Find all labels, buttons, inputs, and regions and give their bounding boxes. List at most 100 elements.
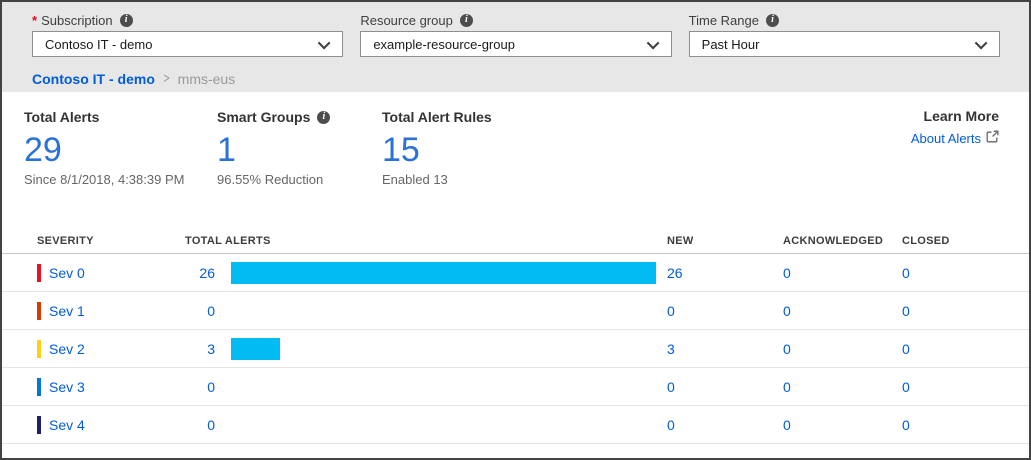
new-value[interactable]: 0 [667, 416, 675, 433]
severity-cell: Sev 3 [37, 377, 185, 396]
column-header-acknowledged: ACKNOWLEDGED [783, 235, 884, 247]
stats-row: Total Alerts 29 Since 8/1/2018, 4:38:39 … [2, 92, 1029, 187]
total-alerts-bar [231, 337, 280, 360]
acknowledged-value[interactable]: 0 [783, 378, 791, 395]
total-alerts-bar-cell [231, 292, 667, 329]
new-value[interactable]: 0 [667, 378, 675, 395]
total-alerts-bar-cell [231, 330, 667, 367]
severity-label[interactable]: Sev 2 [49, 340, 85, 357]
acknowledged-value[interactable]: 0 [783, 340, 791, 357]
severity-table-header: SEVERITY TOTAL ALERTS NEW ACKNOWLEDGED C… [2, 229, 1029, 253]
stat-total-alerts: Total Alerts 29 Since 8/1/2018, 4:38:39 … [24, 108, 217, 187]
severity-label[interactable]: Sev 1 [49, 302, 85, 319]
closed-value[interactable]: 0 [902, 416, 910, 433]
severity-color-chip [37, 339, 41, 358]
total-alerts-value[interactable]: 0 [207, 416, 215, 433]
breadcrumb-current: mms-eus [177, 70, 236, 87]
column-header-closed: CLOSED [902, 235, 950, 247]
external-link-icon [986, 130, 999, 146]
resource-group-label: Resource group [360, 12, 453, 28]
breadcrumb-subscription-link[interactable]: Contoso IT - demo [32, 70, 155, 87]
subscription-label: Subscription [41, 12, 113, 28]
stat-smart-groups: Smart Groups i 1 96.55% Reduction [217, 108, 382, 187]
stat-total-alert-rules: Total Alert Rules 15 Enabled 13 [382, 108, 582, 187]
severity-color-chip [37, 415, 41, 434]
total-alerts-value[interactable]: 0 [207, 378, 215, 395]
stat-title: Total Alerts [24, 108, 217, 126]
acknowledged-value[interactable]: 0 [783, 264, 791, 281]
time-range-dropdown[interactable]: Past Hour [688, 31, 1000, 57]
acknowledged-value[interactable]: 0 [783, 302, 791, 319]
time-range-label-row: Time Range i [689, 11, 1000, 29]
learn-more-section: Learn More About Alerts [911, 108, 999, 187]
time-range-value: Past Hour [701, 36, 760, 52]
table-row: Sev 4 0 0 0 0 [2, 406, 1029, 444]
required-asterisk: * [32, 12, 38, 28]
severity-color-chip [37, 377, 41, 396]
table-row: Sev 1 0 0 0 0 [2, 292, 1029, 330]
stat-title-text: Smart Groups [217, 109, 311, 125]
filter-bar: * Subscription i Contoso IT - demo Resou… [2, 2, 1029, 92]
closed-value[interactable]: 0 [902, 378, 910, 395]
smart-groups-count[interactable]: 1 [217, 131, 236, 169]
resource-group-value: example-resource-group [373, 36, 515, 52]
stat-title: Total Alert Rules [382, 108, 582, 126]
closed-value[interactable]: 0 [902, 340, 910, 357]
table-header-divider [2, 253, 1029, 254]
info-icon[interactable]: i [317, 110, 331, 124]
closed-value[interactable]: 0 [902, 264, 910, 281]
total-alerts-bar [231, 261, 656, 284]
new-value[interactable]: 3 [667, 340, 675, 357]
total-alerts-count[interactable]: 29 [24, 131, 62, 169]
new-value[interactable]: 26 [667, 264, 683, 281]
severity-label[interactable]: Sev 4 [49, 416, 85, 433]
closed-value[interactable]: 0 [902, 302, 910, 319]
column-header-total-alerts: TOTAL ALERTS [185, 235, 271, 247]
new-value[interactable]: 0 [667, 302, 675, 319]
severity-cell: Sev 2 [37, 339, 185, 358]
acknowledged-value[interactable]: 0 [783, 416, 791, 433]
severity-cell: Sev 0 [37, 263, 185, 282]
total-alerts-value[interactable]: 0 [207, 302, 215, 319]
stat-title-text: Total Alert Rules [382, 109, 492, 125]
info-icon[interactable]: i [765, 13, 779, 27]
table-row: Sev 0 26 26 0 0 [2, 254, 1029, 292]
dashboard-content: Total Alerts 29 Since 8/1/2018, 4:38:39 … [2, 92, 1029, 444]
severity-color-chip [37, 301, 41, 320]
stat-subtext: 96.55% Reduction [217, 172, 324, 187]
table-row: Sev 3 0 0 0 0 [2, 368, 1029, 406]
info-icon[interactable]: i [119, 13, 133, 27]
alerts-table-rows: Sev 0 26 26 0 0 Sev 1 0 0 0 0 Sev 2 3 3 … [2, 254, 1029, 444]
stat-subtext: Since 8/1/2018, 4:38:39 PM [24, 172, 185, 187]
total-alerts-value[interactable]: 3 [207, 340, 215, 357]
resource-group-label-row: Resource group i [360, 11, 671, 29]
resource-group-filter: Resource group i example-resource-group [360, 11, 672, 57]
total-alerts-bar-cell [231, 368, 667, 405]
resource-group-dropdown[interactable]: example-resource-group [360, 31, 672, 57]
total-alerts-value[interactable]: 26 [199, 264, 215, 281]
severity-table: SEVERITY TOTAL ALERTS NEW ACKNOWLEDGED C… [2, 229, 1029, 444]
alert-rules-count[interactable]: 15 [382, 131, 420, 169]
breadcrumb-separator-icon: > [163, 70, 170, 87]
stat-title: Smart Groups i [217, 108, 382, 126]
info-icon[interactable]: i [459, 13, 473, 27]
total-alerts-bar-cell [231, 254, 667, 291]
severity-label[interactable]: Sev 3 [49, 378, 85, 395]
stat-title-text: Total Alerts [24, 109, 100, 125]
stat-subtext: Enabled 13 [382, 172, 448, 187]
subscription-dropdown[interactable]: Contoso IT - demo [32, 31, 344, 57]
severity-label[interactable]: Sev 0 [49, 264, 85, 281]
severity-color-chip [37, 263, 41, 282]
breadcrumb: Contoso IT - demo > mms-eus [32, 70, 1000, 87]
subscription-label-row: * Subscription i [32, 11, 343, 29]
time-range-filter: Time Range i Past Hour [688, 11, 1000, 57]
column-header-new: NEW [667, 235, 694, 247]
learn-more-title: Learn More [923, 108, 999, 124]
about-alerts-label: About Alerts [910, 130, 981, 146]
subscription-value: Contoso IT - demo [45, 36, 153, 52]
about-alerts-link[interactable]: About Alerts [911, 130, 999, 146]
filters-row: * Subscription i Contoso IT - demo Resou… [32, 11, 1000, 57]
total-alerts-bar-cell [231, 406, 667, 443]
column-header-severity: SEVERITY [37, 235, 94, 247]
